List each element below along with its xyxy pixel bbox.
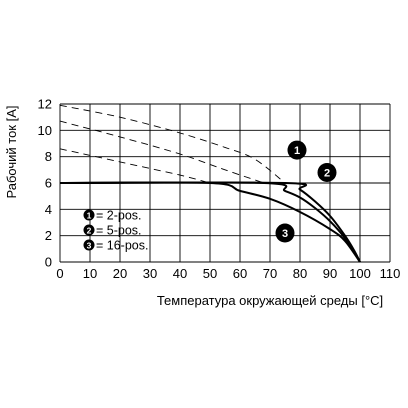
legend-marker-1 bbox=[83, 209, 95, 221]
y-tick-label-5: 10 bbox=[38, 123, 52, 138]
callout-marker-3 bbox=[275, 223, 295, 243]
y-tick-label-2: 4 bbox=[45, 202, 52, 217]
series-line-dashed-3 bbox=[59, 148, 211, 184]
legend-marker-number-2: 2 bbox=[87, 226, 92, 236]
callout-marker-1 bbox=[287, 140, 307, 160]
curve-callouts: 1 2 3 bbox=[275, 140, 337, 243]
x-tick-label-11: 110 bbox=[380, 266, 401, 281]
legend-label-1: = 2-pos. bbox=[96, 209, 142, 223]
legend-marker-number-3: 3 bbox=[87, 241, 92, 251]
x-tick-label-10: 100 bbox=[349, 266, 371, 281]
y-tick-label-1: 2 bbox=[45, 228, 52, 243]
x-tick-label-4: 40 bbox=[173, 266, 187, 281]
x-tick-label-6: 60 bbox=[233, 266, 247, 281]
legend-label-2: = 5-pos. bbox=[96, 224, 142, 238]
callout-number-1: 1 bbox=[294, 145, 300, 157]
y-tick-label-0: 0 bbox=[45, 255, 52, 270]
series-line-solid-3 bbox=[59, 181, 361, 263]
series-line-dashed-2 bbox=[59, 120, 265, 184]
callout-number-3: 3 bbox=[282, 228, 288, 240]
x-tick-label-3: 30 bbox=[143, 266, 157, 281]
y-tick-label-6: 12 bbox=[38, 97, 52, 112]
y-tick-label-4: 8 bbox=[45, 149, 52, 164]
legend: 1 = 2-pos. 2 = 5-pos. 3 = 16-pos. bbox=[83, 209, 148, 253]
x-tick-label-2: 20 bbox=[113, 266, 127, 281]
x-axis-label: Температура окружающей среды [°C] bbox=[157, 293, 383, 308]
y-tick-label-3: 6 bbox=[45, 176, 52, 191]
x-tick-label-1: 10 bbox=[83, 266, 97, 281]
x-tick-label-7: 70 bbox=[263, 266, 277, 281]
plot-grid bbox=[59, 103, 391, 263]
x-tick-label-8: 80 bbox=[293, 266, 307, 281]
x-tick-label-0: 0 bbox=[56, 266, 63, 281]
series-line-solid-2 bbox=[59, 181, 361, 263]
x-tick-label-9: 90 bbox=[323, 266, 337, 281]
legend-marker-2 bbox=[83, 224, 95, 236]
legend-marker-number-1: 1 bbox=[87, 211, 92, 221]
callout-number-2: 2 bbox=[324, 167, 330, 179]
callout-marker-2 bbox=[317, 162, 337, 182]
legend-label-3: = 16-pos. bbox=[96, 239, 148, 253]
series-lines bbox=[59, 104, 361, 263]
x-tick-label-5: 50 bbox=[203, 266, 217, 281]
series-line-dashed-1 bbox=[59, 104, 286, 184]
y-axis-label: Рабочий ток [A] bbox=[4, 106, 19, 199]
legend-marker-3 bbox=[83, 239, 95, 251]
